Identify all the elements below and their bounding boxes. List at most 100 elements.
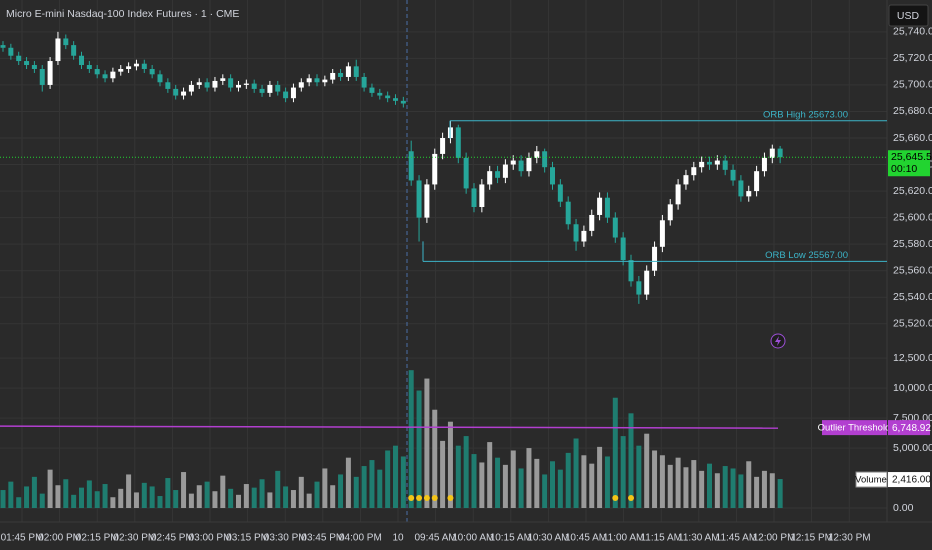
candle-body: [604, 197, 610, 218]
volume-bar: [573, 438, 579, 509]
candle-body: [659, 220, 665, 247]
y-tick-label: 25,600.00: [893, 211, 932, 223]
volume-bar: [0, 490, 6, 509]
volume-bar: [196, 485, 202, 509]
volume-bar: [479, 462, 485, 509]
candle-body: [8, 47, 14, 56]
volume-bar: [636, 445, 642, 509]
volume-bar: [738, 474, 744, 509]
orb-label: ORB High 25673.00: [763, 109, 848, 120]
candle-body: [612, 217, 618, 238]
candle-body: [675, 184, 681, 205]
candle-body: [652, 246, 658, 271]
volume-bar: [393, 445, 398, 509]
candle-body: [212, 80, 218, 88]
candle-body: [369, 87, 375, 93]
volume-bar: [589, 463, 595, 509]
volume-bar: [290, 490, 296, 509]
volume-bar: [251, 487, 257, 509]
x-tick-label: 11:15 AM: [640, 533, 682, 544]
volume-bar: [275, 470, 281, 509]
volume-bar: [212, 491, 218, 509]
outlier-dot: [628, 495, 634, 501]
orb-label: ORB Low 25567.00: [765, 250, 848, 261]
candle-body: [495, 171, 501, 178]
y-tick-label: 25,700.00: [893, 79, 932, 91]
candle-body: [16, 55, 22, 62]
volume-bar: [604, 456, 610, 509]
candle-body: [345, 66, 351, 77]
candle-body: [275, 84, 281, 92]
threshold-value: 6,748.92: [892, 423, 931, 434]
volume-bar: [102, 484, 108, 509]
currency[interactable]: USD: [897, 10, 920, 22]
volume-bar: [188, 493, 194, 509]
candle-body: [393, 98, 398, 101]
volume-bar: [495, 457, 501, 509]
volume-bar: [141, 482, 147, 509]
volume-bar: [165, 478, 171, 509]
candle-body: [432, 153, 438, 185]
x-tick-label: 10:15 AM: [490, 533, 532, 544]
candle-body: [63, 38, 69, 46]
volume-bar: [502, 464, 508, 509]
y2-tick-label: 12,500.00: [893, 352, 932, 364]
candle-body: [0, 45, 6, 48]
countdown: 00:10: [891, 163, 917, 175]
y-tick-label: 25,520.00: [893, 318, 932, 330]
currency-box[interactable]: [888, 4, 929, 27]
volume-bar: [94, 491, 100, 509]
volume-bar: [471, 454, 477, 509]
candle-body: [204, 82, 210, 88]
candle-body: [39, 69, 45, 85]
volume-bar: [79, 487, 84, 509]
candle-body: [636, 281, 642, 295]
x-tick-label: 12:15 PM: [790, 533, 833, 544]
candle-body: [416, 180, 422, 218]
volume-name-box: [855, 471, 888, 488]
candle-body: [47, 61, 53, 85]
candle-body: [628, 260, 634, 282]
volume-bar: [298, 476, 304, 509]
candle-body: [699, 161, 705, 168]
candle-body: [581, 230, 587, 242]
x-tick-label: 02:30 PM: [113, 533, 156, 544]
y-tick-label: 25,620.00: [893, 185, 932, 197]
candle-body: [306, 78, 312, 83]
volume-bar: [16, 497, 22, 509]
candle-body: [440, 138, 446, 154]
x-tick-label: 02:15 PM: [76, 533, 119, 544]
candle-body: [534, 151, 540, 158]
candle-body: [542, 151, 548, 168]
volume-bar: [118, 488, 124, 509]
last-price-label: 25,645.50: [891, 151, 932, 163]
y-tick-label: 25,680.00: [893, 105, 932, 117]
candle-body: [188, 84, 194, 92]
volume-bar: [369, 460, 375, 509]
candle-body: [157, 74, 163, 83]
volume-bar: [432, 409, 438, 509]
x-tick-label: 03:15 PM: [226, 533, 269, 544]
candle-body: [597, 197, 603, 215]
volume-bar: [39, 493, 45, 509]
volume-bar: [675, 457, 681, 509]
candle-body: [79, 55, 84, 66]
candle-body: [322, 79, 328, 83]
candle-body: [738, 180, 744, 197]
candle-body: [769, 148, 775, 158]
candle-body: [761, 157, 767, 172]
candle-body: [518, 160, 524, 172]
volume-bar: [8, 481, 14, 509]
volume-bar: [581, 455, 587, 509]
volume-bar: [110, 497, 116, 509]
x-tick-label: 10:00 AM: [452, 533, 494, 544]
volume-bar: [353, 476, 359, 509]
volume-bar: [542, 474, 548, 509]
volume-bar: [597, 446, 603, 509]
candle-body: [589, 214, 595, 231]
x-tick-label: 04:00 PM: [339, 533, 382, 544]
volume-bar: [181, 472, 187, 509]
x-tick-label: 12:00 PM: [753, 533, 796, 544]
x-tick-label: 12:30 PM: [828, 533, 871, 544]
candle-body: [353, 66, 359, 77]
